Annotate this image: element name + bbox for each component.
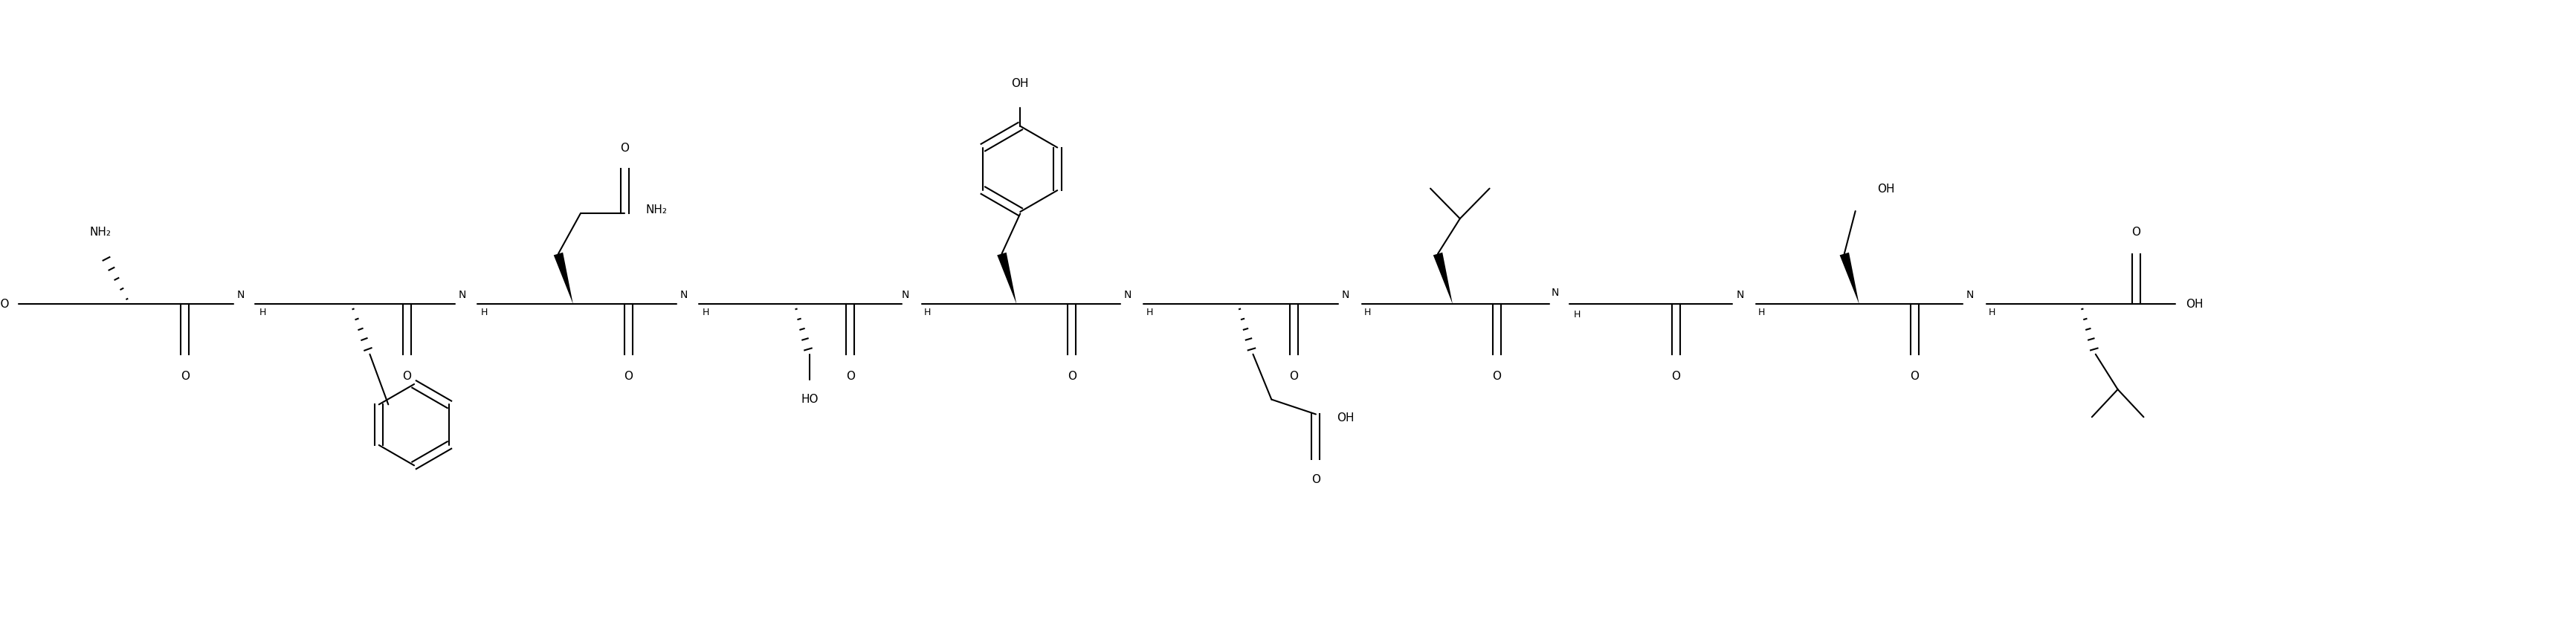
Text: O: O — [621, 143, 629, 153]
Text: O: O — [1311, 474, 1321, 485]
Text: N: N — [1551, 288, 1558, 298]
Text: O: O — [1492, 370, 1502, 381]
Text: O: O — [1672, 370, 1680, 381]
Polygon shape — [1839, 252, 1860, 304]
Text: H: H — [1146, 308, 1154, 317]
Text: N: N — [680, 290, 688, 300]
Text: O: O — [1288, 370, 1298, 381]
Text: NH₂: NH₂ — [647, 204, 667, 216]
Text: N: N — [1736, 290, 1744, 300]
Text: O: O — [402, 370, 412, 381]
Text: H: H — [1989, 308, 1996, 317]
Text: OH: OH — [1878, 184, 1896, 195]
Text: H: H — [703, 308, 708, 317]
Text: N: N — [1342, 290, 1350, 300]
Text: O: O — [845, 370, 855, 381]
Text: O: O — [623, 370, 634, 381]
Text: OH: OH — [1337, 412, 1355, 424]
Text: OH: OH — [2187, 299, 2202, 309]
Text: H: H — [925, 308, 930, 317]
Text: H: H — [260, 308, 265, 317]
Text: N: N — [902, 290, 909, 300]
Polygon shape — [1432, 252, 1453, 304]
Text: N: N — [459, 290, 466, 300]
Text: NH₂: NH₂ — [90, 227, 111, 238]
Text: HO: HO — [801, 394, 819, 405]
Polygon shape — [554, 252, 572, 304]
Text: N: N — [1123, 290, 1131, 300]
Text: H: H — [482, 308, 487, 317]
Text: N: N — [1965, 290, 1973, 300]
Text: H: H — [1574, 310, 1582, 320]
Text: O: O — [180, 370, 191, 381]
Text: H: H — [1759, 308, 1765, 317]
Text: HO: HO — [0, 299, 10, 309]
Polygon shape — [997, 252, 1018, 304]
Text: H: H — [1363, 308, 1370, 317]
Text: N: N — [237, 290, 245, 300]
Text: O: O — [1066, 370, 1077, 381]
Text: O: O — [1909, 370, 1919, 381]
Text: OH: OH — [1012, 78, 1028, 89]
Text: O: O — [2133, 227, 2141, 238]
